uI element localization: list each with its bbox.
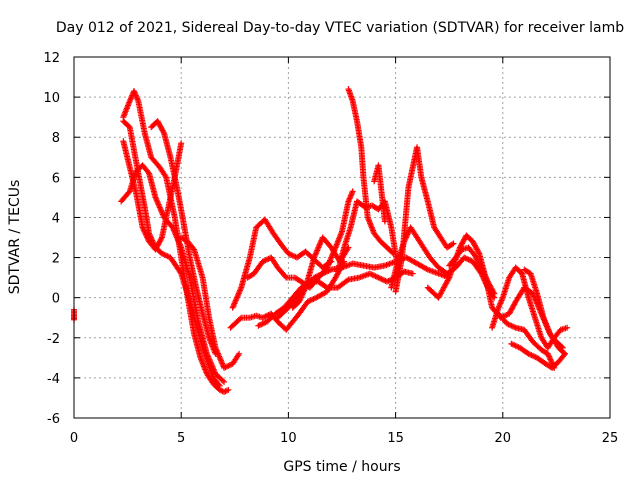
data-point [223,387,230,394]
y-tick-label: 8 [52,131,60,146]
chart-title: Day 012 of 2021, Sidereal Day-to-day VTE… [56,20,624,36]
data-point [322,283,329,290]
data-point [344,277,351,284]
y-tick-label: 6 [52,171,60,186]
y-axis-label: SDTVAR / TECUs [7,180,23,295]
data-points [71,86,571,395]
x-tick-label: 10 [280,431,297,446]
y-tick-label: -2 [47,332,60,347]
y-tick-label: 4 [52,211,60,226]
data-point [236,350,243,357]
x-tick-label: 0 [70,431,78,446]
data-point [216,382,223,389]
x-tick-label: 25 [602,431,619,446]
data-point [409,270,416,277]
y-tick-label: 12 [43,51,60,66]
y-tick-label: -6 [47,412,60,427]
data-point [349,188,356,195]
data-point [222,388,229,395]
data-point [237,315,244,322]
x-tick-label: 5 [177,431,185,446]
data-point [160,128,167,135]
data-point [219,377,226,384]
data-point [215,381,222,388]
data-point [225,386,232,393]
data-point [221,378,228,385]
x-tick-label: 20 [495,431,512,446]
y-tick-label: 10 [43,91,60,106]
y-tick-label: -4 [47,372,60,387]
y-tick-label: 2 [52,252,60,267]
data-point [178,140,185,147]
data-point [177,269,184,276]
y-tick-label: 0 [52,292,60,307]
data-point [158,235,165,242]
x-tick-label: 15 [387,431,404,446]
x-axis-label: GPS time / hours [283,459,400,475]
data-point [282,273,289,280]
